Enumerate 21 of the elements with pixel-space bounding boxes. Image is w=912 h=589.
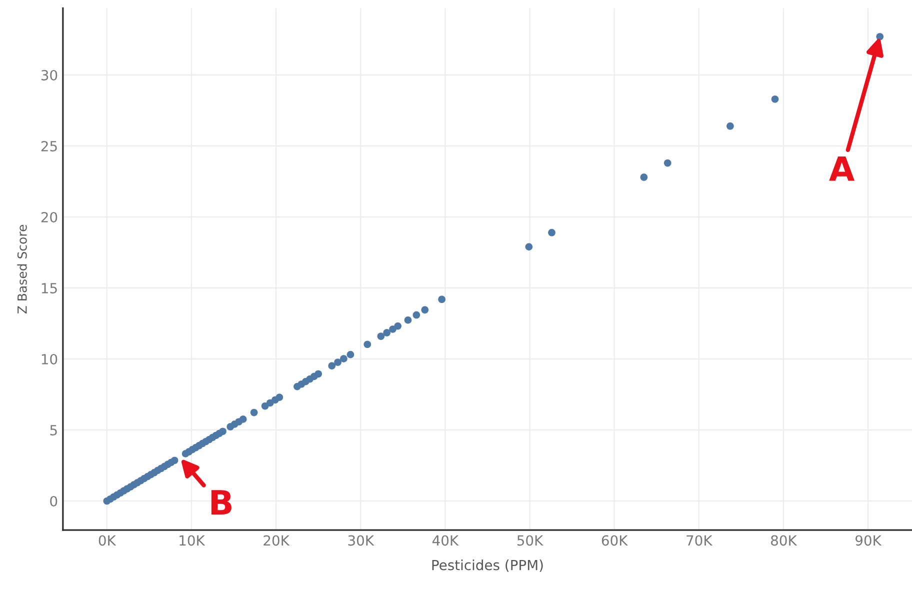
x-tick-label: 30K bbox=[348, 535, 374, 546]
x-tick-label: 60K bbox=[602, 535, 628, 546]
x-axis-title: Pesticides (PPM) bbox=[432, 560, 543, 572]
x-tick-label: 40K bbox=[432, 535, 459, 546]
y-tick-label: 15 bbox=[42, 283, 57, 294]
x-tick-label: 10K bbox=[180, 535, 206, 546]
y-axis-title: Z Based Score bbox=[17, 224, 27, 314]
x-tick-label: 80K bbox=[771, 535, 798, 546]
annotation: B bbox=[211, 490, 232, 514]
y-tick-label: 30 bbox=[41, 70, 58, 80]
y-tick-label: 5 bbox=[50, 425, 57, 436]
y-tick-label: 0 bbox=[50, 496, 58, 506]
x-tick-label: 20K bbox=[264, 535, 290, 546]
x-tick-label: 50K bbox=[517, 535, 544, 546]
y-tick-label: 20 bbox=[41, 212, 58, 222]
x-tick-label: 70K bbox=[686, 535, 713, 546]
y-tick-label: 10 bbox=[42, 354, 58, 364]
x-tick-label: 90K bbox=[856, 535, 882, 546]
y-tick-label: 25 bbox=[41, 140, 57, 152]
x-tick-label: 0K bbox=[98, 535, 116, 546]
annotation: A bbox=[829, 156, 855, 181]
